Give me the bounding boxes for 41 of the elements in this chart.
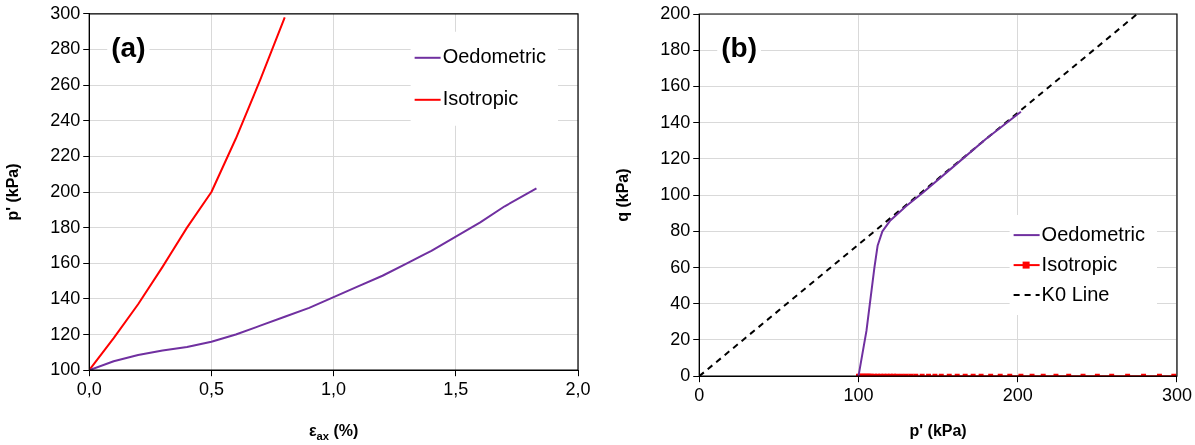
y-tick-label: 200 (660, 2, 691, 23)
x-tick-label: 0 (694, 384, 705, 405)
y-tick-label: 180 (660, 39, 691, 60)
legend-label: Oedometric (442, 45, 547, 68)
y-tick-label: 100 (50, 359, 81, 380)
x-tick-label: 1,5 (443, 378, 469, 399)
x-axis-title: p' (kPa) (909, 422, 967, 440)
x-tick-label: 200 (1002, 384, 1033, 405)
y-tick-label: 40 (670, 292, 691, 313)
y-tick-label: 160 (50, 252, 81, 273)
y-tick-label: 120 (50, 323, 81, 344)
y-tick-label: 220 (50, 145, 81, 166)
legend-label: Isotropic (1041, 252, 1118, 275)
y-tick-label: 0 (680, 365, 691, 386)
y-tick-label: 180 (50, 216, 81, 237)
legend-label: Oedometric (1041, 222, 1145, 245)
y-axis-title: q (kPa) (614, 168, 632, 222)
legend-label: Isotropic (442, 87, 519, 110)
y-tick-label: 240 (50, 109, 81, 130)
x-tick-label: 100 (843, 384, 874, 405)
y-tick-label: 60 (670, 256, 691, 277)
y-tick-label: 200 (50, 180, 81, 201)
y-tick-label: 260 (50, 74, 81, 95)
y-tick-label: 100 (660, 184, 691, 205)
y-tick-label: 280 (50, 38, 81, 59)
annotation: (a) (111, 31, 146, 63)
y-axis-title: p' (kPa) (4, 163, 22, 221)
y-tick-label: 160 (660, 75, 691, 96)
annotation: (b) (721, 31, 757, 63)
legend-label: K0 Line (1041, 282, 1110, 305)
y-tick-label: 20 (670, 328, 691, 349)
y-tick-label: 80 (670, 220, 691, 241)
x-tick-label: 2,0 (565, 378, 591, 399)
x-tick-label: 300 (1161, 384, 1193, 405)
x-tick-label: 0,0 (76, 378, 102, 399)
y-tick-label: 300 (50, 2, 81, 23)
y-tick-label: 140 (50, 287, 81, 308)
x-tick-label: 1,0 (321, 378, 347, 399)
y-tick-label: 140 (660, 111, 691, 132)
x-tick-label: 0,5 (198, 378, 224, 399)
y-tick-label: 120 (660, 147, 691, 168)
